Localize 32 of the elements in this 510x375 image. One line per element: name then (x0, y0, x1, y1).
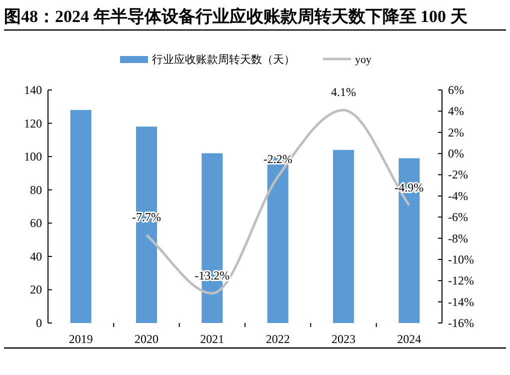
x-tick-label: 2019 (68, 332, 93, 346)
y2-tick-label: -8% (448, 231, 468, 246)
legend-label: yoy (355, 54, 372, 66)
y2-tick-label: -10% (448, 252, 474, 266)
x-tick-label: 2021 (200, 332, 224, 346)
y2-tick-label: -16% (448, 316, 474, 330)
y2-tick-label: -14% (448, 294, 474, 309)
y2-tick-label: -2% (448, 168, 468, 182)
bar (332, 150, 354, 323)
y-tick-label: 120 (24, 116, 42, 130)
y2-tick-label: 4% (448, 104, 464, 118)
x-tick-label: 2024 (397, 332, 422, 346)
y2-tick-label: 6% (448, 83, 464, 97)
chart-title: 图48：2024 年半导体设备行业应收账款周转天数下降至 100 天 (4, 7, 468, 26)
legend-label: 行业应收账款周转天数（天） (152, 53, 295, 66)
x-tick-label: 2020 (134, 332, 158, 346)
y-tick-label: 0 (36, 316, 42, 330)
x-tick-label: 2023 (332, 332, 356, 346)
y-tick-label: 100 (24, 150, 42, 164)
y-tick-label: 40 (30, 249, 42, 264)
x-tick-label: 2022 (266, 332, 290, 346)
y2-tick-label: -12% (448, 274, 474, 288)
y2-tick-label: 0% (448, 146, 464, 161)
y2-tick-label: 2% (448, 125, 464, 140)
y2-tick-label: -6% (448, 210, 468, 224)
y-tick-label: 60 (30, 216, 42, 230)
bar (70, 110, 92, 323)
data-label: 4.1% (331, 85, 356, 100)
y-tick-label: 80 (30, 182, 42, 197)
y-tick-label: 20 (30, 282, 42, 297)
y-tick-label: 140 (24, 83, 42, 97)
y2-tick-label: -4% (448, 188, 468, 203)
